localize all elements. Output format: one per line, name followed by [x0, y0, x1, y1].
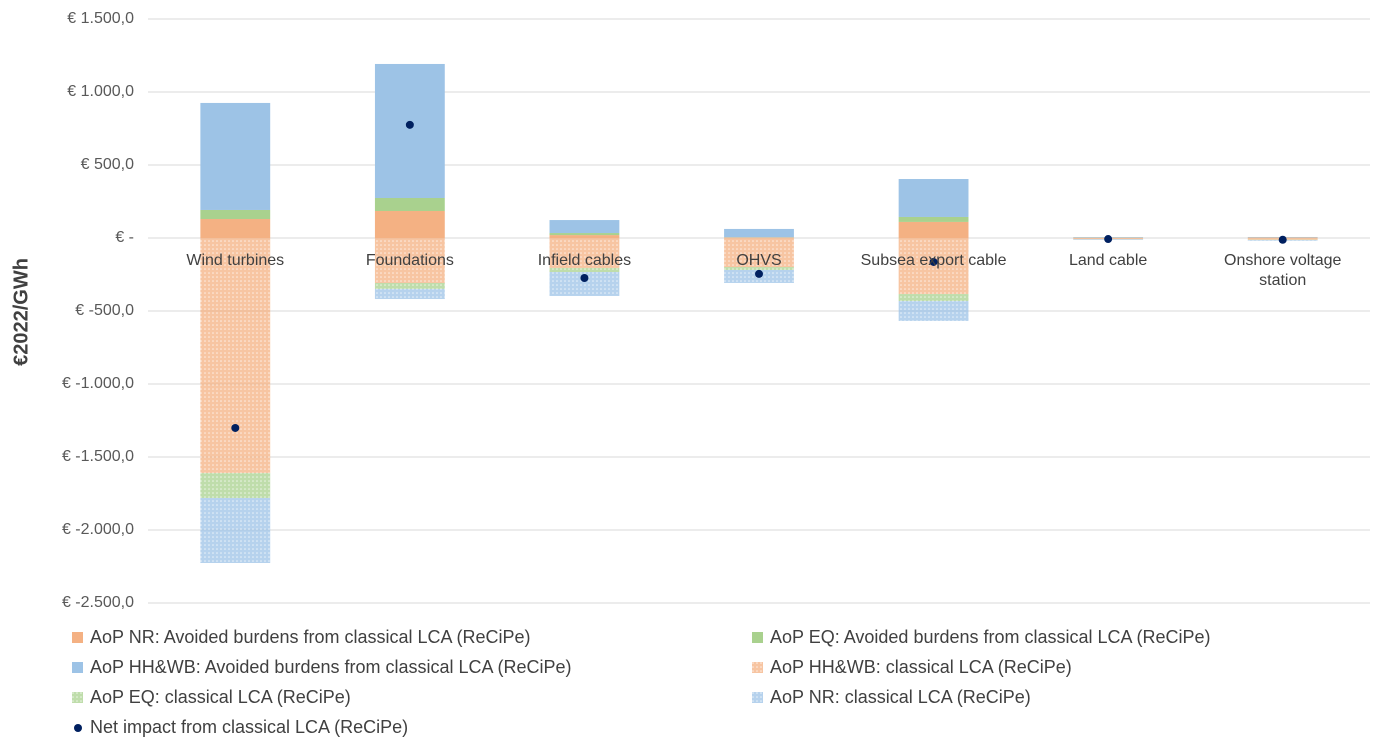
- x-tick-label: Onshore voltage station: [1224, 252, 1342, 289]
- y-tick-label: € 1.500,0: [67, 10, 134, 27]
- bar-segment: [200, 219, 271, 238]
- legend-item: AoP HH&WB: classical LCA (ReCiPe): [752, 656, 1352, 678]
- legend-square: [72, 691, 83, 703]
- bar-segment: [374, 197, 445, 211]
- net-point: [580, 274, 589, 283]
- legend-label: AoP EQ: Avoided burdens from classical L…: [770, 626, 1211, 647]
- y-tick-label: € -500,0: [75, 302, 134, 319]
- y-tick-label: € 1.000,0: [67, 83, 134, 100]
- legend-swatch: [72, 661, 83, 673]
- legend-label: AoP HH&WB: Avoided burdens from classica…: [90, 656, 572, 677]
- bar-segment: [374, 282, 445, 289]
- bar-segment: [549, 233, 620, 236]
- bar-segment: [200, 102, 271, 210]
- net-point: [405, 120, 414, 129]
- legend-item: AoP EQ: Avoided burdens from classical L…: [752, 626, 1352, 648]
- bar-segment: [549, 272, 620, 296]
- legend-dot: [74, 723, 82, 732]
- bar-segment: [374, 238, 445, 283]
- legend-label: AoP NR: Avoided burdens from classical L…: [90, 626, 531, 647]
- y-tick-label: € 500,0: [81, 156, 134, 173]
- legend-square: [752, 691, 763, 703]
- bar-segment: [374, 63, 445, 198]
- legend-swatch: [752, 691, 763, 703]
- legend-swatch: [74, 723, 82, 732]
- legend-label: Net impact from classical LCA (ReCiPe): [90, 716, 409, 737]
- legend-square: [72, 631, 83, 643]
- legend-label: AoP HH&WB: classical LCA (ReCiPe): [770, 656, 1072, 677]
- bar-segment: [374, 288, 445, 300]
- y-tick-label: € -1.500,0: [62, 448, 134, 465]
- legend-swatch: [72, 691, 83, 703]
- legend-square: [752, 661, 763, 673]
- bar-segment: [200, 238, 271, 474]
- bar-segment: [374, 210, 445, 238]
- net-point: [1104, 235, 1113, 244]
- bar-segment: [549, 220, 620, 234]
- bar-segment: [898, 294, 969, 302]
- x-tick-label: Land cable: [1068, 252, 1148, 269]
- bar-segment: [549, 235, 620, 238]
- legend-label: AoP NR: classical LCA (ReCiPe): [770, 686, 1031, 707]
- x-tick-label: Infield cables: [537, 252, 632, 269]
- net-point: [1278, 235, 1287, 244]
- legend-swatch: [752, 661, 763, 673]
- legend: AoP NR: Avoided burdens from classical L…: [72, 626, 1352, 738]
- bar-segment: [898, 216, 969, 222]
- legend-item: AoP NR: Avoided burdens from classical L…: [72, 626, 752, 648]
- bar-segment: [549, 267, 620, 273]
- chart: €2022/GWh € -2.500,0 € -2.000,0 € -1.500,0…: [10, 10, 1370, 611]
- bar-segment: [898, 301, 969, 321]
- bar-segment: [549, 238, 620, 268]
- net-point: [231, 423, 240, 432]
- bar-segment: [898, 238, 969, 295]
- y-tick-label: € -2.000,0: [62, 521, 134, 538]
- legend-item: AoP HH&WB: Avoided burdens from classica…: [72, 656, 752, 678]
- legend-square: [72, 661, 83, 673]
- bar-segment: [200, 209, 271, 220]
- x-tick-label: Wind turbines: [186, 252, 285, 269]
- legend-swatch: [752, 631, 763, 643]
- legend-item: Net impact from classical LCA (ReCiPe): [72, 716, 752, 738]
- net-point: [755, 269, 763, 278]
- bar-segment: [200, 473, 271, 499]
- y-axis-label: €2022/GWh: [10, 258, 32, 366]
- bar-segment: [200, 498, 271, 563]
- bar-segment: [724, 267, 794, 270]
- net-point: [929, 257, 938, 266]
- bar-segment: [724, 228, 794, 238]
- x-tick-label: OHVS: [736, 252, 782, 269]
- y-tick-label: € -1.000,0: [62, 375, 134, 392]
- x-tick-label: Subsea export cable: [860, 252, 1007, 269]
- y-tick-label: € -2.500,0: [62, 594, 134, 611]
- bar-segment: [898, 221, 969, 238]
- y-tick-label: € -: [115, 229, 134, 246]
- bar-segment: [724, 238, 794, 268]
- bar-segment: [898, 179, 969, 217]
- legend-swatch: [72, 631, 83, 643]
- legend-label: AoP EQ: classical LCA (ReCiPe): [90, 686, 351, 707]
- legend-square: [752, 631, 763, 643]
- legend-item: AoP EQ: classical LCA (ReCiPe): [72, 686, 752, 708]
- x-tick-label: Foundations: [365, 252, 454, 269]
- legend-item: AoP NR: classical LCA (ReCiPe): [752, 686, 1352, 708]
